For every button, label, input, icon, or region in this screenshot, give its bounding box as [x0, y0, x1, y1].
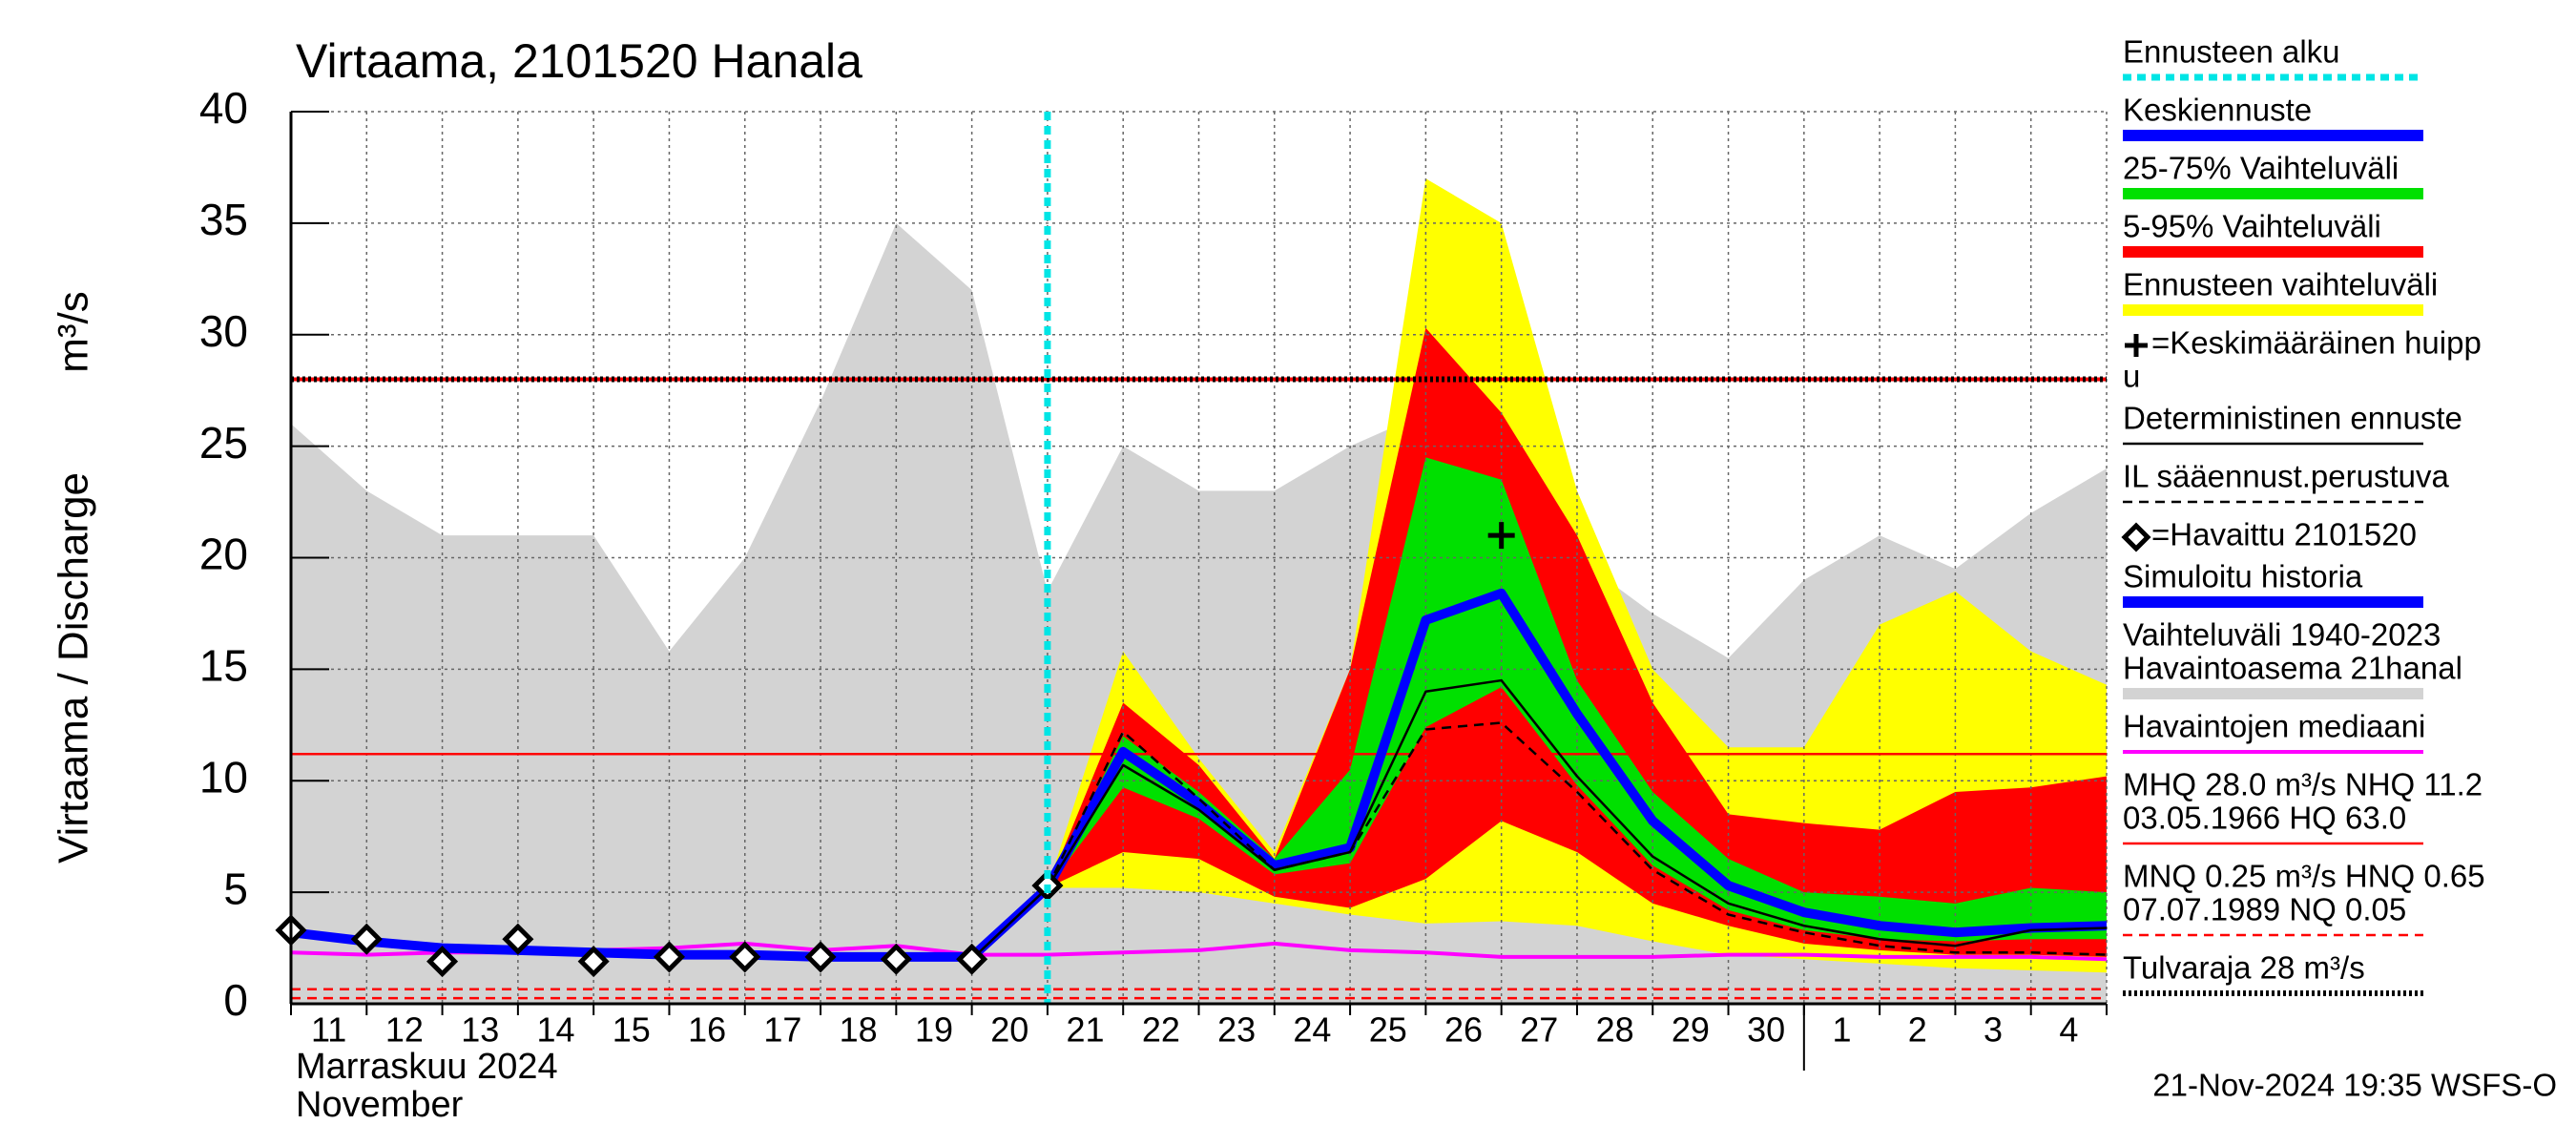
x-tick-label: 25 [1369, 1010, 1407, 1050]
legend-label: 5-95% Vaihteluväli [2123, 209, 2381, 244]
series-line [968, 588, 2108, 961]
chart-title: Virtaama, 2101520 Hanala [296, 34, 862, 88]
x-tick-label: 24 [1293, 1010, 1331, 1050]
legend-marker [2125, 334, 2148, 357]
legend-label: Ennusteen alku [2123, 34, 2340, 70]
series-line [970, 678, 2108, 961]
y-tick-label: 0 [223, 975, 248, 1025]
x-tick-label: 23 [1217, 1010, 1256, 1050]
y-axis-unit: m³/s [51, 291, 97, 373]
x-tick-label: 21 [1067, 1010, 1105, 1050]
x-tick-label: 26 [1444, 1010, 1483, 1050]
observed-point [729, 941, 761, 973]
observed-point [804, 941, 837, 973]
legend-label: IL sääennust.perustuva [2123, 459, 2449, 494]
x-tick-label: 18 [840, 1010, 878, 1050]
legend-label: u [2123, 359, 2140, 394]
legend: Ennusteen alku Keskiennuste 25-75% Vaihtel… [2121, 34, 2485, 996]
x-tick-label: 1 [1832, 1010, 1851, 1050]
observed-point [880, 943, 912, 975]
y-tick-label: 20 [199, 530, 248, 579]
legend-label: Tulvaraja 28 m³/s [2123, 950, 2365, 986]
y-tick-label: 35 [199, 195, 248, 244]
x-tick-label: 28 [1596, 1010, 1634, 1050]
x-tick-label: 20 [990, 1010, 1028, 1050]
observed-point [653, 941, 685, 973]
legend-label: MNQ 0.25 m³/s HNQ 0.65 [2123, 859, 2485, 894]
legend-label: 07.07.1989 NQ 0.05 [2123, 892, 2406, 927]
x-tick-label: 16 [688, 1010, 726, 1050]
legend-label: MHQ 28.0 m³/s NHQ 11.2 [2123, 767, 2483, 802]
legend-label: =Keskimääräinen huipp [2151, 325, 2482, 361]
legend-label: Keskiennuste [2123, 93, 2312, 128]
x-tick-label: 14 [536, 1010, 574, 1050]
footer: 21-Nov-2024 19:35 WSFS-O [2152, 1068, 2557, 1103]
x-tick-label: 13 [461, 1010, 499, 1050]
legend-label: Havaintoasema 21hanal [2123, 651, 2462, 686]
x-tick-label: 11 [311, 1010, 346, 1050]
observed-point [502, 923, 534, 955]
x-tick-label: 27 [1520, 1010, 1558, 1050]
observed-point [350, 923, 383, 955]
y-tick-label: 10 [199, 752, 248, 802]
legend-marker [2121, 522, 2151, 552]
observed-point [956, 943, 988, 975]
x-tick-label: 4 [2059, 1010, 2078, 1050]
month-label-en: November [296, 1085, 464, 1125]
legend-label: 03.05.1966 HQ 63.0 [2123, 801, 2406, 836]
x-tick-label: 22 [1142, 1010, 1180, 1050]
x-tick-label: 29 [1672, 1010, 1710, 1050]
y-tick-label: 30 [199, 306, 248, 356]
range-band [1047, 327, 2107, 957]
y-tick-label: 5 [223, 864, 248, 913]
observed-point [577, 946, 610, 978]
range-band [1047, 457, 2107, 942]
y-tick-label: 15 [199, 641, 248, 691]
y-tick-label: 40 [199, 83, 248, 133]
legend-label: Deterministinen ennuste [2123, 401, 2462, 436]
x-tick-label: 2 [1908, 1010, 1927, 1050]
legend-label: Ennusteen vaihteluväli [2123, 267, 2438, 302]
legend-label: Havaintojen mediaani [2123, 709, 2425, 744]
x-tick-label: 30 [1747, 1010, 1785, 1050]
y-axis-label: Virtaama / Discharge [51, 472, 97, 864]
x-tick-label: 3 [1984, 1010, 2003, 1050]
x-tick-label: 19 [915, 1010, 953, 1050]
legend-label: 25-75% Vaihteluväli [2123, 151, 2399, 186]
legend-label: =Havaittu 2101520 [2151, 517, 2417, 552]
month-label: Marraskuu 2024 [296, 1047, 558, 1087]
legend-label: Simuloitu historia [2123, 559, 2363, 594]
x-tick-label: 15 [613, 1010, 651, 1050]
observed-point [426, 946, 459, 978]
y-tick-label: 25 [199, 418, 248, 468]
series-line [290, 927, 972, 962]
series-line [1046, 721, 2108, 956]
x-tick-label: 12 [385, 1010, 424, 1050]
legend-label: Vaihteluväli 1940-2023 [2123, 617, 2441, 653]
peak-marker [1487, 522, 1515, 550]
x-tick-label: 17 [763, 1010, 801, 1050]
